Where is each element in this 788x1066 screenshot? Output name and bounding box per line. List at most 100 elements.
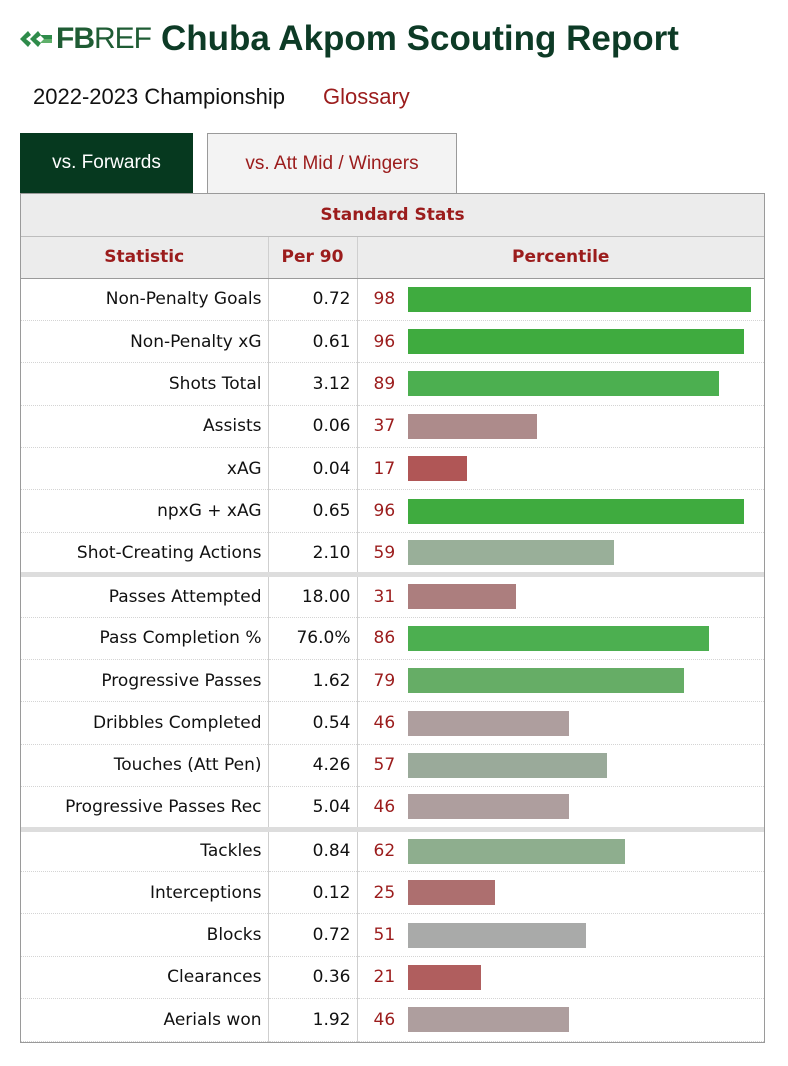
percentile-cell: 21 xyxy=(357,956,764,1000)
column-header-per-90[interactable]: Per 90 xyxy=(268,236,358,279)
percentile-value: 96 xyxy=(373,331,396,352)
table-row: Aerials won 1.92 46 xyxy=(21,998,764,1042)
table-row: Dribbles Completed 0.54 46 xyxy=(21,701,764,745)
table-row: npxG + xAG 0.65 96 xyxy=(21,489,764,533)
percentile-bar xyxy=(407,838,625,864)
stat-name[interactable]: Shot-Creating Actions xyxy=(21,532,269,576)
stat-name[interactable]: Progressive Passes Rec xyxy=(21,786,269,830)
page-title: Chuba Akpom Scouting Report xyxy=(161,19,679,58)
percentile-cell: 57 xyxy=(357,744,764,788)
column-header-statistic[interactable]: Statistic xyxy=(21,236,269,279)
stat-name[interactable]: Assists xyxy=(21,405,269,449)
percentile-bar xyxy=(407,964,481,990)
percentile-cell: 51 xyxy=(357,913,764,957)
per90-value: 0.84 xyxy=(268,826,358,872)
fbref-logo[interactable]: FBREF xyxy=(18,16,152,62)
percentile-bar xyxy=(407,880,495,906)
percentile-cell: 17 xyxy=(357,447,764,491)
stat-name[interactable]: Shots Total xyxy=(21,362,269,406)
per90-value: 4.26 xyxy=(268,744,358,788)
percentile-bar xyxy=(407,794,569,820)
percentile-value: 51 xyxy=(373,925,396,946)
table-row: Clearances 0.36 21 xyxy=(21,956,764,1000)
stat-name[interactable]: Pass Completion % xyxy=(21,617,269,661)
stat-name[interactable]: Tackles xyxy=(21,826,269,872)
percentile-cell: 59 xyxy=(357,532,764,576)
stat-name[interactable]: xAG xyxy=(21,447,269,491)
percentile-bar xyxy=(407,329,744,355)
percentile-value: 37 xyxy=(373,416,396,437)
percentile-bar xyxy=(407,584,516,610)
per90-value: 0.06 xyxy=(268,405,358,449)
stat-name[interactable]: Passes Attempted xyxy=(21,572,269,618)
table-row: Non-Penalty xG 0.61 96 xyxy=(21,320,764,364)
table-row: Progressive Passes Rec 5.04 46 xyxy=(21,786,764,830)
percentile-value: 59 xyxy=(373,542,396,563)
percentile-cell: 46 xyxy=(357,701,764,745)
percentile-bar xyxy=(407,668,684,694)
percentile-bar xyxy=(407,286,751,312)
percentile-bar xyxy=(407,498,744,524)
per90-value: 0.04 xyxy=(268,447,358,491)
percentile-value: 31 xyxy=(373,586,396,607)
per90-value: 3.12 xyxy=(268,362,358,406)
tab-vs-att-mid-wingers[interactable]: vs. Att Mid / Wingers xyxy=(207,133,457,193)
table-caption: Standard Stats xyxy=(21,194,764,237)
percentile-cell: 86 xyxy=(357,617,764,661)
per90-value: 2.10 xyxy=(268,532,358,576)
glossary-link[interactable]: Glossary xyxy=(322,84,410,109)
per90-value: 0.65 xyxy=(268,489,358,533)
table-row: Passes Attempted 18.00 31 xyxy=(21,572,764,618)
stat-name[interactable]: Dribbles Completed xyxy=(21,701,269,745)
table-row: Shot-Creating Actions 2.10 59 xyxy=(21,532,764,576)
percentile-cell: 37 xyxy=(357,405,764,449)
percentile-value: 79 xyxy=(373,670,396,691)
percentile-bar xyxy=(407,413,537,439)
percentile-value: 46 xyxy=(373,796,396,817)
stat-name[interactable]: Non-Penalty xG xyxy=(21,320,269,364)
per90-value: 0.54 xyxy=(268,701,358,745)
table-row: Shots Total 3.12 89 xyxy=(21,362,764,406)
stat-name[interactable]: Progressive Passes xyxy=(21,659,269,703)
percentile-cell: 79 xyxy=(357,659,764,703)
stat-name[interactable]: Non-Penalty Goals xyxy=(21,278,269,321)
percentile-bar xyxy=(407,922,586,948)
stat-name[interactable]: Aerials won xyxy=(21,998,269,1042)
percentile-cell: 46 xyxy=(357,998,764,1042)
percentile-cell: 96 xyxy=(357,489,764,533)
table-row: Blocks 0.72 51 xyxy=(21,913,764,957)
table-row: Touches (Att Pen) 4.26 57 xyxy=(21,744,764,788)
season-label: 2022-2023 Championship xyxy=(33,84,285,109)
percentile-value: 89 xyxy=(373,373,396,394)
per90-value: 1.62 xyxy=(268,659,358,703)
table-row: xAG 0.04 17 xyxy=(21,447,764,491)
percentile-bar xyxy=(407,710,569,736)
percentile-value: 25 xyxy=(373,882,396,903)
percentile-bar xyxy=(407,1007,569,1033)
percentile-value: 46 xyxy=(373,1009,396,1030)
percentile-value: 46 xyxy=(373,713,396,734)
table-row: Pass Completion % 76.0% 86 xyxy=(21,617,764,661)
stat-name[interactable]: Clearances xyxy=(21,956,269,1000)
per90-value: 0.61 xyxy=(268,320,358,364)
percentile-bar xyxy=(407,752,607,778)
percentile-cell: 25 xyxy=(357,871,764,915)
stat-name[interactable]: Blocks xyxy=(21,913,269,957)
stat-name[interactable]: Interceptions xyxy=(21,871,269,915)
percentile-cell: 62 xyxy=(357,826,764,872)
table-body: Non-Penalty Goals 0.72 98 Non-Penalty xG 0.6… xyxy=(21,278,764,1042)
fbref-leaf-logo-icon xyxy=(20,31,52,47)
column-header-percentile[interactable]: Percentile xyxy=(357,236,764,279)
table-row: Progressive Passes 1.62 79 xyxy=(21,659,764,703)
percentile-cell: 46 xyxy=(357,786,764,830)
percentile-cell: 31 xyxy=(357,572,764,618)
stat-name[interactable]: Touches (Att Pen) xyxy=(21,744,269,788)
logo-text: FBREF xyxy=(56,22,152,55)
percentile-value: 96 xyxy=(373,501,396,522)
table-row: Interceptions 0.12 25 xyxy=(21,871,764,915)
percentile-value: 21 xyxy=(373,967,396,988)
percentile-value: 98 xyxy=(373,289,396,310)
tab-vs-forwards[interactable]: vs. Forwards xyxy=(20,133,193,193)
page-header: FBREF Chuba Akpom Scouting Report xyxy=(18,16,679,62)
stat-name[interactable]: npxG + xAG xyxy=(21,489,269,533)
